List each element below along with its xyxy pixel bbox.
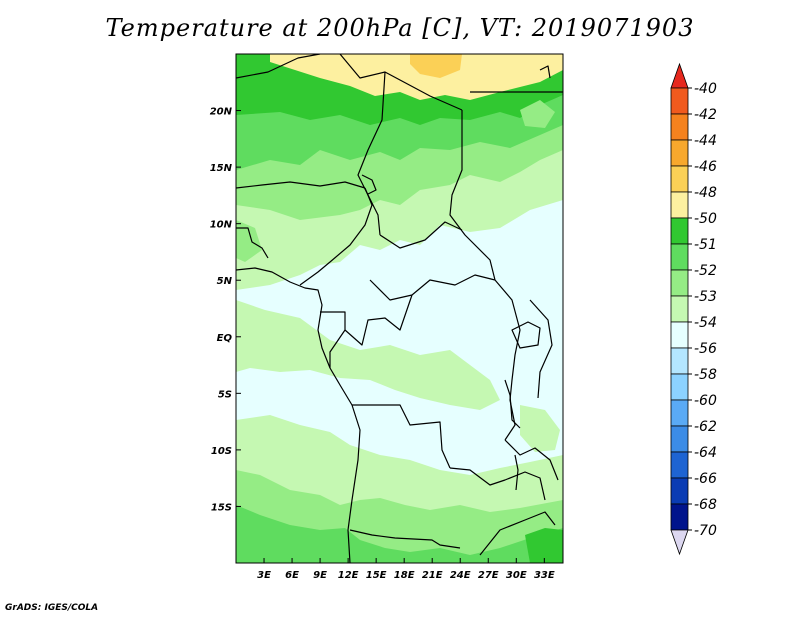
field-band-m52-south — [236, 505, 563, 563]
colorbar-label: -44 — [694, 133, 717, 149]
colorbar-label: -46 — [694, 159, 717, 175]
lon-tick-label: 15E — [366, 570, 387, 581]
colorbar-swatch — [670, 503, 689, 531]
colorbar-label: -66 — [694, 471, 717, 487]
border-chad-west — [357, 71, 386, 236]
red-sea-coast — [539, 65, 551, 79]
lake-malawi — [514, 454, 519, 491]
coastline-west-africa — [236, 227, 269, 259]
border-congo-basin — [344, 294, 413, 346]
border-tanzania — [504, 439, 559, 481]
longitude-axis: 3E 6E 9E 12E 15E 18E 21E 24E 27E 30E 33E — [257, 558, 555, 581]
field-patch-m52-southeast — [525, 528, 563, 563]
lat-tick-label: EQ — [217, 333, 233, 344]
colorbar-label: -56 — [694, 341, 717, 357]
field-patch-m54-east — [520, 405, 560, 452]
colorbar-label: -62 — [694, 419, 717, 435]
colorbar: -40 -42 -44 -46 -48 -50 -51 -52 -53 -54 -56 -58 -60 -… — [670, 62, 717, 556]
lon-tick-label: 6E — [285, 570, 299, 581]
border-niger-nigeria — [236, 181, 366, 189]
colorbar-label: -52 — [694, 263, 717, 279]
colorbar-swatch — [670, 139, 689, 167]
border-moz — [479, 511, 556, 556]
colorbar-swatch — [670, 113, 689, 141]
field-band-m50-north — [270, 54, 563, 100]
colorbar-label: -48 — [694, 185, 717, 201]
colorbar-swatch — [670, 399, 689, 427]
lon-tick-label: 12E — [338, 570, 359, 581]
colorbar-label: -64 — [694, 445, 717, 461]
lat-tick-label: 5N — [217, 276, 233, 287]
coastline-gulf-of-guinea — [236, 267, 361, 563]
lon-tick-label: 33E — [534, 570, 555, 581]
colorbar-swatch — [670, 87, 689, 115]
colorbar-label: -51 — [694, 237, 717, 253]
grads-credit: GrADS: IGES/COLA — [5, 603, 99, 613]
colorbar-swatch — [670, 373, 689, 401]
lat-tick-label: 10N — [210, 220, 233, 231]
lon-tick-label: 27E — [478, 570, 499, 581]
border-sahel-north — [236, 54, 321, 79]
lat-tick-label: 15S — [211, 502, 232, 513]
colorbar-label: -60 — [694, 393, 717, 409]
border-car-north — [379, 221, 463, 249]
colorbar-label: -70 — [694, 523, 717, 539]
colorbar-swatch — [670, 477, 689, 505]
colorbar-swatch — [670, 295, 689, 323]
lon-tick-label: 9E — [313, 570, 327, 581]
lat-tick-label: 10S — [211, 446, 232, 457]
colorbar-swatch — [670, 451, 689, 479]
border-drc-east — [494, 279, 521, 441]
plot-frame — [235, 53, 564, 564]
latitude-axis: 20N 15N 10N 5N EQ 5S 10S 15S — [210, 107, 241, 513]
field-band-m54-central — [236, 300, 500, 410]
lon-tick-label: 24E — [450, 570, 471, 581]
colorbar-swatch — [670, 425, 689, 453]
colorbar-label: -53 — [694, 289, 717, 305]
border-chad-sudan — [449, 110, 496, 281]
border-angola-south — [349, 529, 461, 549]
colorbar-label: -58 — [694, 367, 717, 383]
lon-tick-label: 21E — [422, 570, 443, 581]
border-car-south — [369, 274, 496, 301]
colorbar-swatch — [670, 321, 689, 349]
country-borders — [236, 54, 563, 563]
colorbar-label: -50 — [694, 211, 717, 227]
temperature-field — [236, 54, 563, 563]
lat-tick-label: 5S — [218, 389, 232, 400]
colorbar-swatch — [670, 165, 689, 193]
chart-title: Temperature at 200hPa [C], VT: 201907190… — [105, 14, 695, 42]
colorbar-swatch — [670, 217, 689, 245]
lon-tick-label: 30E — [506, 570, 527, 581]
lake-chad — [361, 174, 377, 195]
colorbar-swatch — [670, 243, 689, 271]
lake-tanganyika — [504, 379, 521, 429]
colorbar-top-arrow — [670, 62, 689, 89]
lat-tick-label: 20N — [210, 107, 233, 118]
lake-victoria — [511, 321, 541, 349]
border-east-africa — [529, 299, 553, 399]
border-gabon — [320, 311, 346, 368]
colorbar-label: -40 — [694, 81, 717, 97]
lon-tick-label: 3E — [257, 570, 271, 581]
colorbar-label: -68 — [694, 497, 717, 513]
colorbar-label: -42 — [694, 107, 717, 123]
field-patch-m53-east — [520, 100, 555, 128]
colorbar-swatch — [670, 347, 689, 375]
lon-tick-label: 18E — [394, 570, 415, 581]
lat-tick-label: 15N — [210, 163, 233, 174]
border-angola-north — [352, 404, 451, 469]
field-patch-m48 — [410, 54, 462, 78]
colorbar-swatch — [670, 269, 689, 297]
colorbar-label: -54 — [694, 315, 717, 331]
field-patch-m53-west — [236, 220, 262, 262]
colorbar-swatch — [670, 191, 689, 219]
border-zambia — [449, 467, 546, 501]
border-nigeria-cameroon — [299, 187, 373, 286]
colorbar-bottom-arrow — [670, 529, 689, 556]
